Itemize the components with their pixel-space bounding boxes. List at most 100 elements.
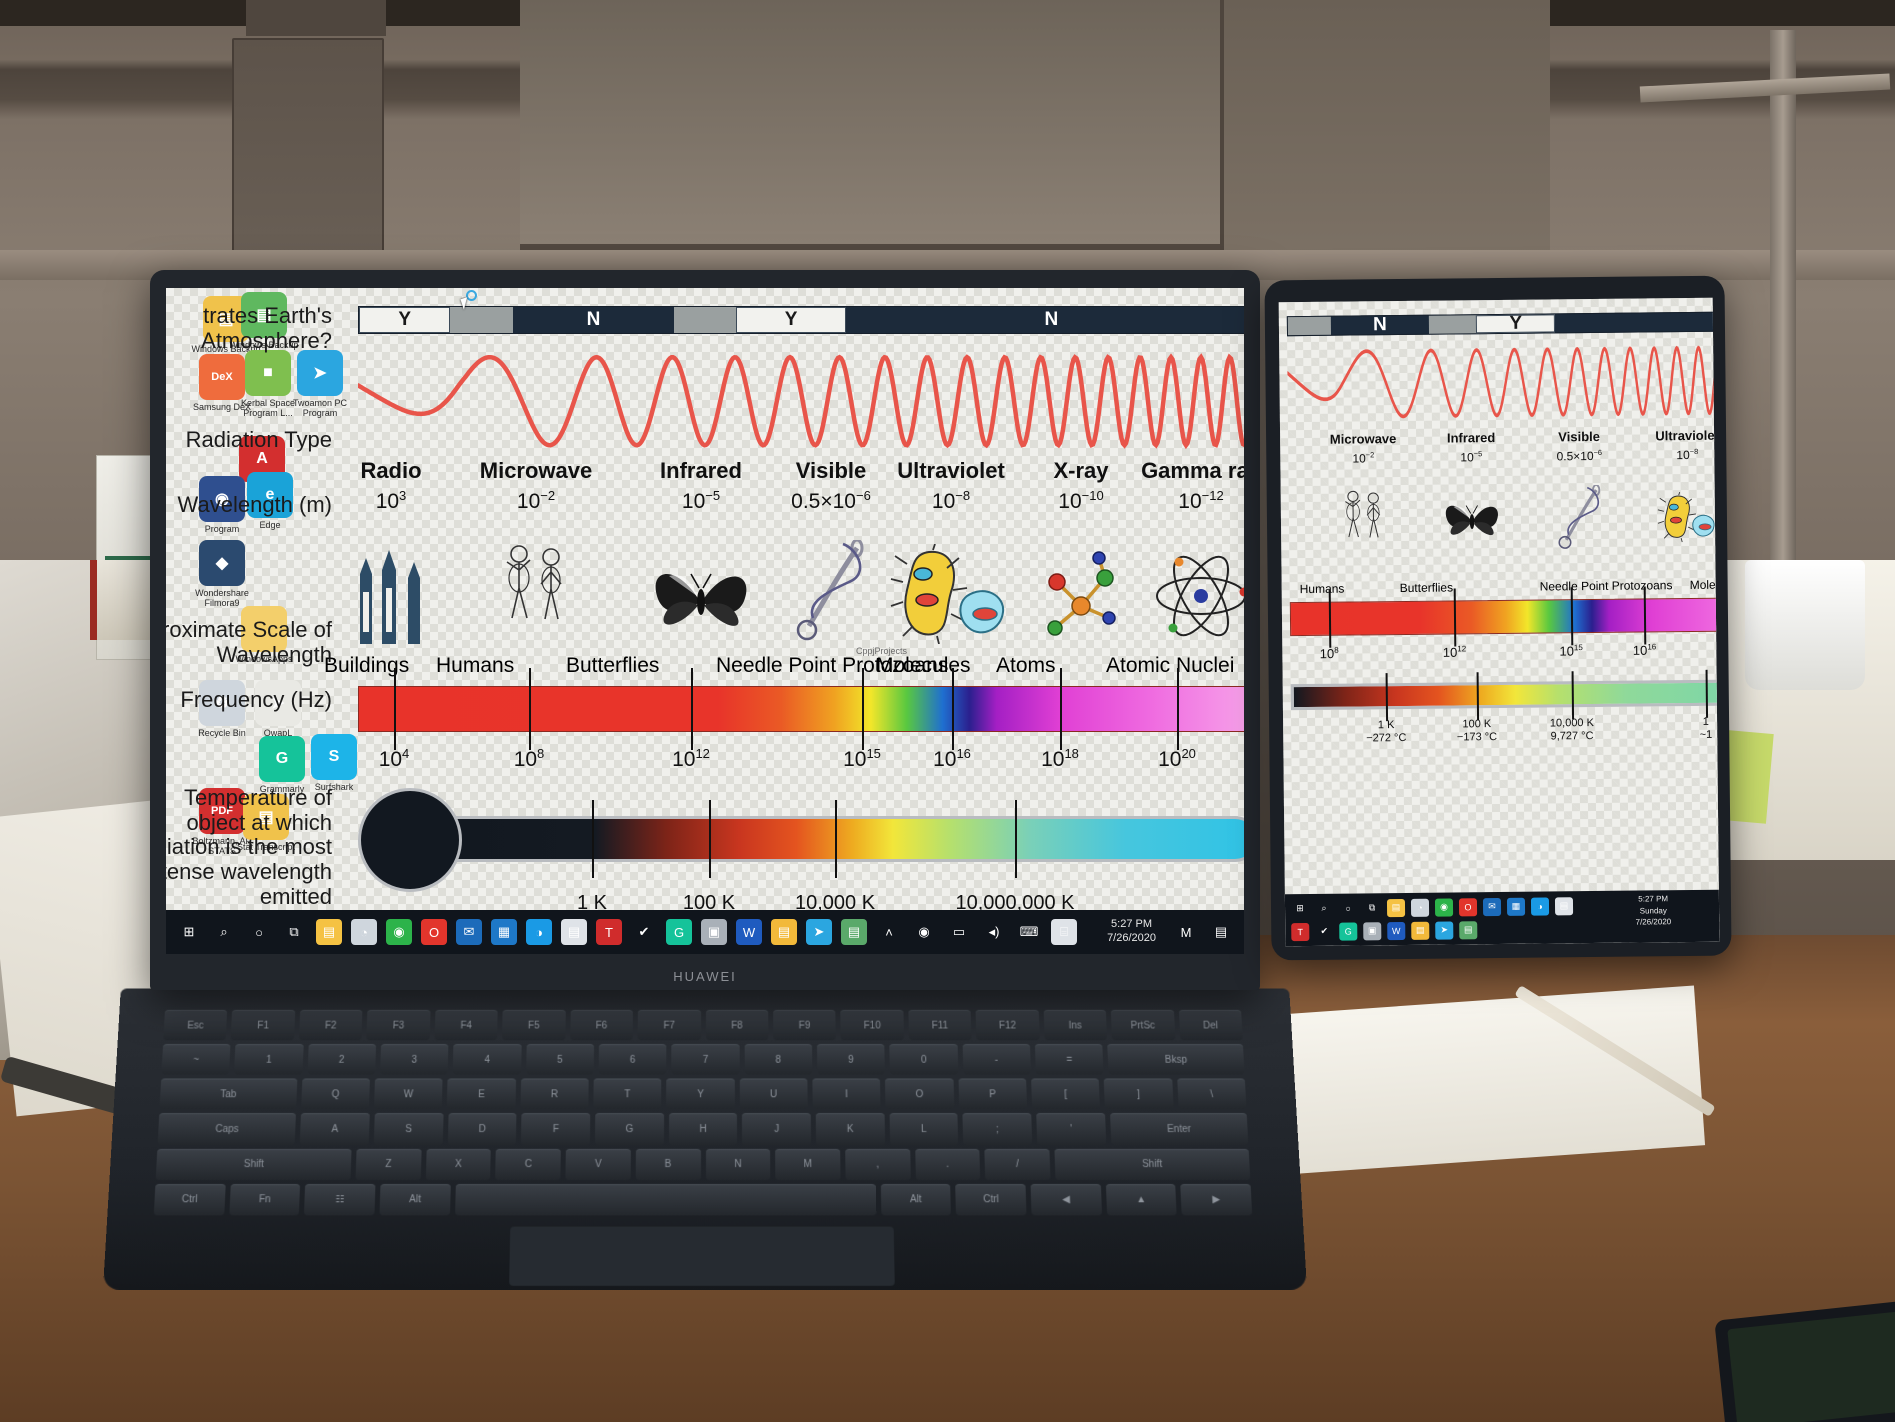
key-i[interactable]: I	[812, 1078, 881, 1110]
word-icon[interactable]: W	[736, 919, 762, 945]
desktop-icon-grammarly[interactable]: G Grammarly	[244, 736, 320, 794]
tablet-taskbar[interactable]: ⊞ ⌕ ○ ⧉ ▤ ◔ ◉ O ✉ ▦ ◑ ▤ T ✔ G ▣ W ▤ ➤ ▤ 5:27 PM Sunday 7/2…	[1284, 889, 1720, 947]
key-ralt[interactable]: Alt	[880, 1183, 952, 1216]
opera-icon[interactable]: O	[421, 919, 447, 945]
key-r[interactable]: R	[520, 1078, 589, 1110]
chrome-icon[interactable]: ◉	[386, 919, 412, 945]
keyboard-row-numbers[interactable]: ~ 1 2 3 4 5 6 7 8 9 0 - = Bksp	[161, 1044, 1245, 1075]
whatsapp-icon[interactable]: ◑	[1530, 896, 1550, 916]
key-equals[interactable]: =	[1034, 1044, 1104, 1075]
key-e[interactable]: E	[447, 1078, 516, 1110]
taskbar-clock[interactable]: 5:27 PM 7/26/2020	[1099, 918, 1164, 946]
key-l[interactable]: L	[889, 1113, 959, 1145]
file-explorer-icon[interactable]: ▤	[1386, 898, 1406, 917]
network-icon[interactable]: ⌨	[1019, 924, 1039, 939]
key-w[interactable]: W	[373, 1078, 443, 1110]
key-backslash[interactable]: \	[1176, 1078, 1247, 1110]
key-f4[interactable]: F4	[434, 1009, 498, 1041]
key-arrow-updown[interactable]: ▲	[1105, 1183, 1178, 1216]
desktop-icon-surfshark[interactable]: S Surfshark	[296, 734, 372, 792]
windows-taskbar[interactable]: ⊞ ⌕ ○ ⧉ ▤ ◔ ◉ O ✉ ▦ ◑ ▤ T ✔ G ▣ W ▤ ➤ ▤ ˄ ◉ ▭ ◂) ⌨ ⌸ 5:27 PM 7/26/2…	[166, 910, 1244, 954]
key-lshift[interactable]: Shift	[155, 1148, 352, 1180]
laptop-screen[interactable]: trates Earth's Atmosphere? Radiation Typ…	[166, 288, 1244, 954]
key-u[interactable]: U	[739, 1078, 808, 1110]
battery-icon[interactable]: ▭	[952, 924, 966, 939]
app-icon[interactable]: ▤	[1459, 920, 1478, 939]
key-y[interactable]: Y	[666, 1078, 735, 1110]
key-4[interactable]: 4	[452, 1044, 522, 1075]
desktop-icon-stat-transcript[interactable]: ▤ Stat Transcript	[228, 794, 304, 852]
key-7[interactable]: 7	[671, 1044, 740, 1075]
task-view-icon[interactable]: ⧉	[289, 924, 299, 939]
key-6[interactable]: 6	[598, 1044, 667, 1075]
start-button[interactable]: ⊞	[1296, 903, 1304, 914]
key-win[interactable]: ☷	[304, 1183, 376, 1216]
desktop-icon-samsung-dex[interactable]: DeX Samsung DeX	[184, 354, 260, 412]
key-ins[interactable]: Ins	[1043, 1009, 1108, 1041]
todo-icon[interactable]: ✔	[1320, 925, 1329, 936]
key-c[interactable]: C	[495, 1148, 561, 1180]
start-button[interactable]: ⊞	[183, 924, 195, 939]
task-view-icon[interactable]: ⧉	[1368, 902, 1376, 913]
key-a[interactable]: A	[300, 1113, 370, 1145]
key-f8[interactable]: F8	[705, 1009, 769, 1041]
key-f9[interactable]: F9	[773, 1009, 837, 1041]
key-9[interactable]: 9	[816, 1044, 886, 1075]
key-rctrl[interactable]: Ctrl	[955, 1183, 1027, 1216]
key-1[interactable]: 1	[234, 1044, 304, 1075]
calendar-icon[interactable]: ▦	[491, 919, 517, 945]
key-3[interactable]: 3	[380, 1044, 449, 1075]
key-m[interactable]: M	[775, 1148, 841, 1180]
desktop-icon-boltzmann-ap-stats[interactable]: PDF Boltzmann, AP STATS	[184, 788, 260, 856]
keyboard-row-asdf[interactable]: Caps A S D F G H J K L ; ' Enter	[157, 1113, 1249, 1145]
onedrive-icon[interactable]: ◉	[918, 924, 930, 939]
key-h[interactable]: H	[668, 1113, 738, 1145]
desktop-icon-wondershare-filmora9[interactable]: ◆ Wondershare Filmora9	[184, 540, 260, 608]
keyboard-row-space[interactable]: Ctrl Fn ☷ Alt Alt Ctrl ◀ ▲ ▶	[153, 1183, 1253, 1216]
zoom-icon[interactable]: ▣	[1363, 921, 1382, 940]
key-g[interactable]: G	[594, 1113, 664, 1145]
weather-icon[interactable]: ◔	[1410, 898, 1430, 917]
key-f10[interactable]: F10	[840, 1009, 904, 1041]
key-p[interactable]: P	[958, 1078, 1028, 1110]
key-f12[interactable]: F12	[975, 1009, 1040, 1041]
key-comma[interactable]: ,	[845, 1148, 911, 1180]
grammarly-icon[interactable]: G	[1339, 921, 1358, 941]
key-t[interactable]: T	[593, 1078, 662, 1110]
key-fn[interactable]: Fn	[228, 1183, 301, 1216]
notes-icon[interactable]: ▤	[561, 919, 587, 945]
key-f2[interactable]: F2	[298, 1009, 363, 1041]
key-semicolon[interactable]: ;	[962, 1113, 1033, 1145]
opera-icon[interactable]: O	[1458, 897, 1478, 916]
calendar-icon[interactable]: ▦	[1506, 897, 1526, 916]
key-v[interactable]: V	[565, 1148, 631, 1180]
key-rshift[interactable]: Shift	[1054, 1148, 1251, 1180]
key-rbracket[interactable]: ]	[1103, 1078, 1174, 1110]
desktop-icon-microsoft-edge[interactable]: e Edge	[232, 472, 308, 530]
key-d[interactable]: D	[447, 1113, 517, 1145]
keyboard-row-qwerty[interactable]: Tab Q W E R T Y U I O P [ ] \	[159, 1078, 1247, 1110]
key-k[interactable]: K	[815, 1113, 885, 1145]
desktop-icon-windowsapps[interactable]: WindowsApps	[226, 606, 302, 664]
key-period[interactable]: .	[914, 1148, 981, 1180]
zoom-icon[interactable]: ▣	[701, 919, 727, 945]
chevron-up-icon[interactable]: ˄	[885, 924, 893, 940]
tumblr-icon[interactable]: T	[1291, 922, 1310, 941]
key-tab[interactable]: Tab	[159, 1078, 298, 1110]
key-lbracket[interactable]: [	[1031, 1078, 1101, 1110]
key-del[interactable]: Del	[1178, 1009, 1243, 1041]
desktop-icon-recycle-bin[interactable]: ♻ Recycle Bin	[184, 680, 260, 738]
volume-icon[interactable]: ◂)	[988, 924, 1000, 939]
key-f11[interactable]: F11	[908, 1009, 972, 1041]
tumblr-icon[interactable]: T	[596, 919, 622, 945]
key-5[interactable]: 5	[525, 1044, 595, 1075]
search-icon[interactable]: ⌕	[220, 924, 228, 939]
todo-icon[interactable]: ✔	[638, 924, 650, 939]
key-x[interactable]: X	[425, 1148, 492, 1180]
key-2[interactable]: 2	[307, 1044, 377, 1075]
key-caps[interactable]: Caps	[157, 1113, 297, 1145]
tablet-clock[interactable]: 5:27 PM Sunday 7/26/2020	[1635, 893, 1672, 928]
key-f3[interactable]: F3	[366, 1009, 431, 1041]
search-icon[interactable]: ⌕	[1321, 902, 1327, 913]
action-center-icon[interactable]: ▤	[1214, 924, 1228, 939]
